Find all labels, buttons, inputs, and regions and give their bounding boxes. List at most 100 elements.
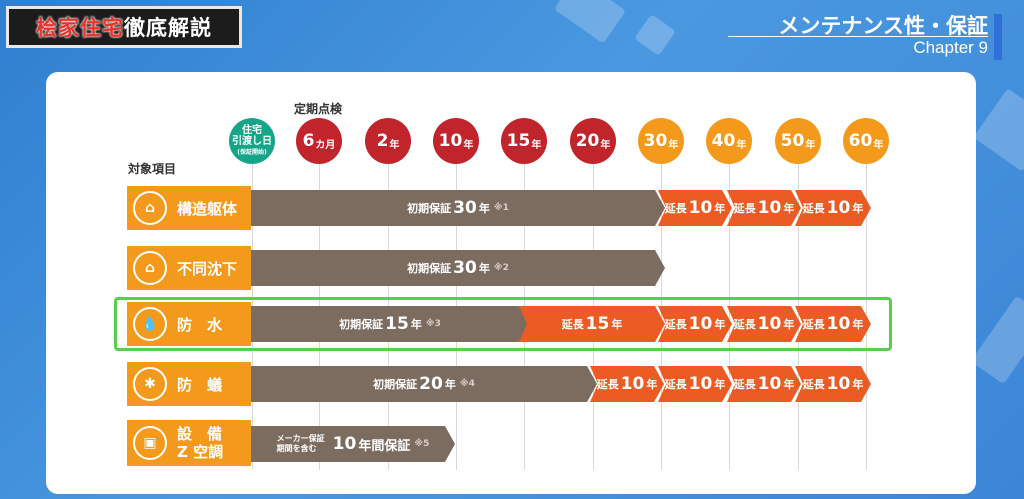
bar-unit: 年 <box>783 378 795 391</box>
milestone-30-years: 30 年 <box>638 118 684 164</box>
warranty-bar-initial: 初期保証 30 年 ※2 <box>251 250 665 286</box>
bar-prefix: 初期保証 <box>373 378 418 391</box>
bar-unit: 年 <box>478 202 490 215</box>
row-label-equipment: ▣ 設 備 Z 空調 <box>127 420 251 466</box>
warranty-bar-extension: 延長 10 年 <box>658 190 732 226</box>
bar-prefix: 延長 <box>733 318 756 331</box>
bar-prefix-line1: メーカー保証 <box>276 434 325 443</box>
milestone-50-years: 50 年 <box>775 118 821 164</box>
warranty-bar-extension: 延長 15 年 <box>519 306 665 342</box>
warranty-bar-extension: 延長 10 年 <box>658 306 732 342</box>
row-label-settlement: ⌂ 不同沈下 <box>127 246 251 290</box>
background-shape <box>553 0 627 44</box>
house-frame-icon: ⌂ <box>133 191 167 225</box>
bar-prefix: 初期保証 <box>407 262 452 275</box>
inspection-label: 定期点検 <box>294 102 343 116</box>
bar-years: 10 <box>757 198 782 218</box>
bar-prefix: 延長 <box>733 202 756 215</box>
warranty-bar-extension: 延長 10 年 <box>727 190 801 226</box>
row-label-structure: ⌂ 構造躯体 <box>127 186 251 230</box>
milestone-num: 2 <box>376 131 389 151</box>
title-underline <box>728 36 988 37</box>
warranty-bar-initial: 初期保証 15 年 ※3 <box>251 306 529 342</box>
air-conditioner-icon: ▣ <box>133 426 167 460</box>
row-label-line1: 設 備 <box>177 425 223 443</box>
bar-unit: 年 <box>783 318 795 331</box>
milestone-15-years: 15 年 <box>501 118 547 164</box>
items-label: 対象項目 <box>128 162 177 176</box>
handover-line2: 引渡し日 <box>232 135 272 147</box>
badge-subtitle: 徹底解説 <box>124 16 212 40</box>
bar-unit: 年 <box>852 378 864 391</box>
bar-note: ※4 <box>459 379 475 389</box>
bar-prefix: メーカー保証 期間を含む <box>277 434 325 454</box>
background-shape <box>970 295 1024 385</box>
milestone-num: 15 <box>506 131 531 151</box>
title-accent-bar <box>994 14 1002 60</box>
milestone-unit: 年 <box>389 139 400 151</box>
bar-years: 10 <box>757 314 782 334</box>
bar-unit: 年 <box>646 378 658 391</box>
bar-unit: 年 <box>852 318 864 331</box>
bar-unit: 年間保証 <box>358 438 411 454</box>
warranty-bar-initial: メーカー保証 期間を含む 10 年間保証 ※5 <box>251 426 455 462</box>
bar-years: 20 <box>419 374 443 394</box>
handover-line1: 住宅 <box>242 124 262 136</box>
bar-years: 10 <box>620 374 645 394</box>
warranty-bar-initial: 初期保証 30 年 ※1 <box>251 190 665 226</box>
bar-unit: 年 <box>444 378 456 391</box>
background-shape <box>973 88 1024 172</box>
row-label-line2: Z 空調 <box>177 443 224 461</box>
bar-note: ※3 <box>425 319 441 329</box>
title-badge: 桧家住宅 徹底解説 <box>6 6 242 48</box>
bar-unit: 年 <box>714 378 726 391</box>
grid-line <box>866 150 867 470</box>
bar-prefix: 初期保証 <box>339 318 384 331</box>
milestone-20-years: 20 年 <box>570 118 616 164</box>
bar-years: 15 <box>585 314 610 334</box>
tilted-house-icon: ⌂ <box>133 251 167 285</box>
milestone-num: 30 <box>643 131 668 151</box>
bar-note: ※2 <box>493 263 509 273</box>
milestone-num: 6 <box>302 131 315 151</box>
chapter-label: Chapter 9 <box>913 38 988 57</box>
milestone-num: 50 <box>780 131 805 151</box>
bar-unit: 年 <box>714 318 726 331</box>
water-drop-icon: 💧 <box>133 307 167 341</box>
milestone-num: 60 <box>848 131 873 151</box>
warranty-bar-extension: 延長 10 年 <box>590 366 664 402</box>
warranty-bar-extension: 延長 10 年 <box>727 366 801 402</box>
section-title: メンテナンス性・保証 <box>778 14 988 38</box>
bar-prefix: 延長 <box>664 318 687 331</box>
badge-brand: 桧家住宅 <box>36 16 124 40</box>
milestone-num: 10 <box>438 131 463 151</box>
milestone-unit: 年 <box>805 139 816 151</box>
bar-years: 10 <box>688 374 713 394</box>
bar-years: 10 <box>688 314 713 334</box>
warranty-bar-extension: 延長 10 年 <box>795 366 871 402</box>
milestone-unit: 年 <box>463 139 474 151</box>
row-label-text: 防 水 <box>177 315 223 334</box>
handover-line3: (保証開始) <box>237 148 267 156</box>
bar-years: 10 <box>826 314 851 334</box>
bar-prefix: 延長 <box>802 318 825 331</box>
bar-years: 15 <box>385 314 409 334</box>
milestone-num: 40 <box>711 131 736 151</box>
bar-years: 10 <box>688 198 713 218</box>
bar-unit: 年 <box>611 318 623 331</box>
bar-years: 10 <box>332 434 357 454</box>
bar-prefix: 延長 <box>733 378 756 391</box>
milestone-unit: 年 <box>736 139 747 151</box>
termite-icon: ✱ <box>133 367 167 401</box>
bar-unit: 年 <box>852 202 864 215</box>
row-label-text: 防 蟻 <box>177 375 223 394</box>
bar-prefix: 延長 <box>664 202 687 215</box>
warranty-bar-extension: 延長 10 年 <box>795 306 871 342</box>
bar-note: ※1 <box>493 203 509 213</box>
bar-years: 10 <box>757 374 782 394</box>
bar-years: 10 <box>826 198 851 218</box>
bar-years: 10 <box>826 374 851 394</box>
milestone-unit: 年 <box>873 139 884 151</box>
bar-prefix: 延長 <box>596 378 619 391</box>
bar-prefix: 延長 <box>561 318 584 331</box>
